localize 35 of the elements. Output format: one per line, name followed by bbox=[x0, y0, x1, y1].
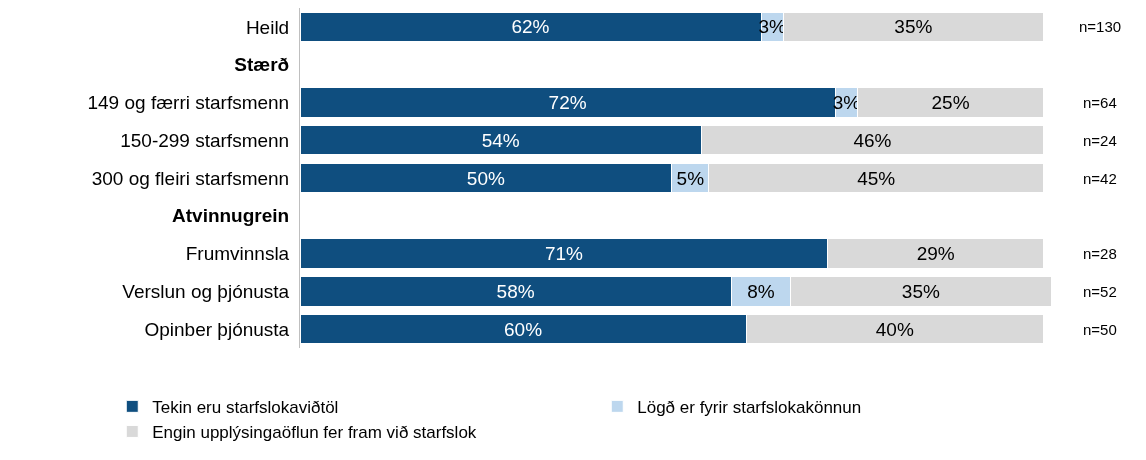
y-tick-label: Heild bbox=[245, 16, 290, 38]
data-label: 46% bbox=[853, 129, 892, 151]
text: n=52 bbox=[1083, 283, 1117, 300]
data-label: 60% bbox=[504, 318, 543, 340]
data-label: 72% bbox=[548, 91, 587, 113]
data-label: 71% bbox=[544, 243, 584, 265]
legend-label: Lögð er fyrir starfslokakönnun bbox=[637, 397, 862, 417]
data-label: 62% bbox=[511, 16, 550, 38]
data-label: 25% bbox=[931, 91, 970, 113]
y-tick-label: Frumvinnsla bbox=[185, 243, 290, 265]
text: n=28 bbox=[1083, 245, 1117, 262]
data-label: 35% bbox=[894, 16, 933, 38]
legend-label: Engin upplýsingaöflun fer fram við starfslok bbox=[152, 423, 477, 443]
y-tick-label: Verslun og þjónusta bbox=[122, 280, 290, 302]
data-label: 8% bbox=[747, 280, 775, 302]
y-tick-label: 149 og færri starfsmenn bbox=[87, 92, 290, 114]
data-label: 40% bbox=[875, 318, 914, 340]
data-label: 29% bbox=[916, 243, 955, 265]
y-tick-label: 300 og fleiri starfsmenn bbox=[91, 167, 290, 189]
y-tick-label: 150-299 starfsmenn bbox=[120, 129, 290, 151]
text: n=50 bbox=[1083, 321, 1117, 338]
legend-label: Tekin eru starfslokaviðtöl bbox=[152, 397, 339, 417]
data-label: 45% bbox=[857, 167, 896, 189]
text: n=42 bbox=[1083, 170, 1117, 187]
y-tick-label: Atvinnugrein bbox=[172, 205, 290, 227]
text: n=130 bbox=[1079, 18, 1122, 35]
text: n=64 bbox=[1083, 94, 1117, 111]
data-label: 58% bbox=[496, 280, 535, 302]
y-tick-label: Opinber þjónusta bbox=[144, 318, 290, 340]
y-tick-label: Stærð bbox=[234, 54, 290, 76]
data-label: 35% bbox=[901, 280, 940, 302]
data-label: 5% bbox=[676, 167, 705, 189]
text: n=24 bbox=[1083, 132, 1117, 149]
data-label: 50% bbox=[466, 167, 505, 189]
data-label: 54% bbox=[481, 129, 520, 151]
